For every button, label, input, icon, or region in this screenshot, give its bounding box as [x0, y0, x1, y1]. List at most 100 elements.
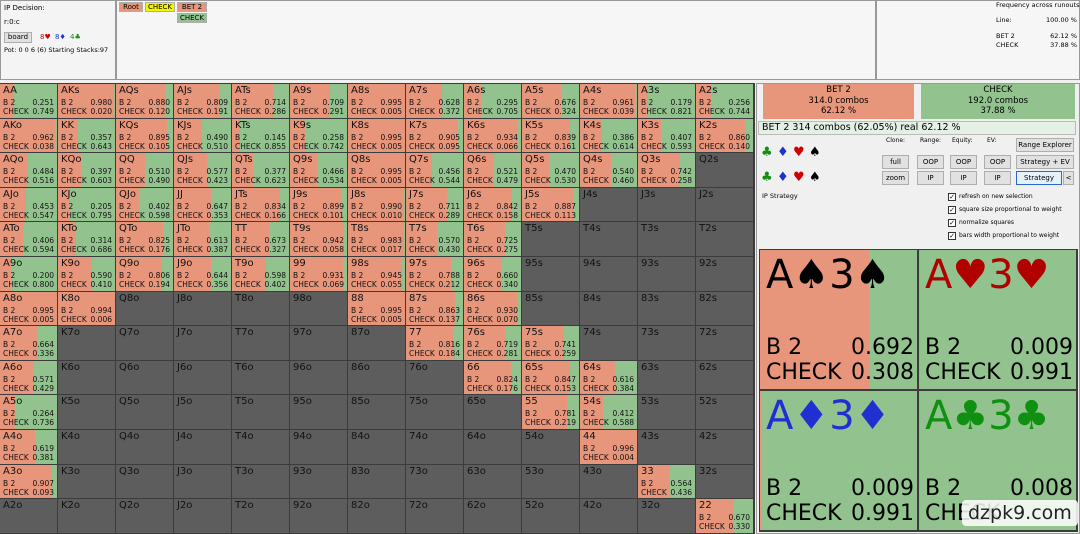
hand-cell[interactable]: 72s — [696, 326, 754, 361]
hand-cell[interactable]: B 2 0.510 CHECK 0.490 QQ — [116, 153, 174, 188]
hand-cell[interactable]: B 2 0.931 CHECK 0.069 99 — [290, 257, 348, 292]
hand-cell[interactable]: J7o — [174, 326, 232, 361]
suit-toggle[interactable]: ♠ — [809, 145, 821, 160]
hand-cell[interactable]: T3s — [638, 222, 696, 257]
hand-cell[interactable]: B 2 0.664 CHECK 0.336 A7o — [0, 326, 58, 361]
hand-cell[interactable]: J3s — [638, 187, 696, 223]
hand-cell[interactable]: B 2 0.834 CHECK 0.166 JTs — [232, 187, 290, 223]
hand-cell[interactable]: B 2 0.806 CHECK 0.194 Q9o — [116, 257, 174, 292]
hand-cell[interactable]: 73o — [406, 464, 464, 500]
hand-cell[interactable]: B 2 0.456 CHECK 0.544 Q7s — [406, 153, 464, 188]
hand-cell[interactable]: B 2 0.258 CHECK 0.742 K9s — [290, 118, 348, 154]
hand-cell[interactable]: B 2 0.644 CHECK 0.356 J9o — [174, 257, 232, 292]
hand-cell[interactable]: Q4o — [116, 430, 174, 465]
hand-cell[interactable]: 54o — [522, 430, 580, 465]
hand-cell[interactable]: 87o — [348, 326, 406, 361]
hand-cell[interactable]: B 2 0.962 CHECK 0.038 AKo — [0, 118, 58, 154]
hand-cell[interactable]: B 2 0.264 CHECK 0.736 A5o — [0, 395, 58, 430]
hand-cell[interactable]: B 2 0.711 CHECK 0.289 J7s — [406, 187, 464, 223]
hand-cell[interactable]: Q2o — [116, 499, 174, 534]
hand-cell[interactable]: 95s — [522, 257, 580, 292]
hand-cell[interactable]: J2o — [174, 499, 232, 534]
hand-cell[interactable]: T6o — [232, 360, 290, 396]
hand-cell[interactable]: B 2 0.598 CHECK 0.402 T9o — [232, 257, 290, 292]
hand-cell[interactable]: B 2 0.847 CHECK 0.153 65s — [522, 360, 580, 396]
hand-cell[interactable]: B 2 0.314 CHECK 0.686 KTo — [58, 222, 116, 257]
hand-cell[interactable]: K7o — [58, 326, 116, 361]
hand-cell[interactable]: 98o — [290, 291, 348, 327]
hand-cell[interactable]: 43s — [638, 430, 696, 465]
hand-cell[interactable]: K3o — [58, 464, 116, 500]
hand-cell[interactable]: B 2 0.570 CHECK 0.430 T7s — [406, 222, 464, 257]
hand-cell[interactable]: B 2 0.839 CHECK 0.161 K5s — [522, 118, 580, 154]
checkbox[interactable]: ✓ — [948, 193, 956, 201]
hand-cell[interactable]: B 2 0.453 CHECK 0.547 AJo — [0, 187, 58, 223]
hand-cell[interactable]: B 2 0.205 CHECK 0.795 KJo — [58, 187, 116, 223]
hand-cell[interactable]: B 2 0.179 CHECK 0.821 A3s — [638, 84, 696, 119]
control-button[interactable]: IP — [950, 171, 977, 185]
hand-cell[interactable]: B 2 0.571 CHECK 0.429 A6o — [0, 360, 58, 396]
combo-cell[interactable]: A♥3♥ B 2 0.009 CHECK 0.991 — [919, 250, 1076, 389]
hand-cell[interactable]: 84s — [580, 291, 638, 327]
hand-cell[interactable]: Q7o — [116, 326, 174, 361]
hand-cell[interactable]: 76o — [406, 360, 464, 396]
combo-cell[interactable]: A♠3♠ B 2 0.692 CHECK 0.308 — [760, 250, 917, 389]
hand-cell[interactable]: B 2 0.781 CHECK 0.219 55 — [522, 395, 580, 430]
hand-cell[interactable]: B 2 0.725 CHECK 0.275 T6s — [464, 222, 522, 257]
hand-cell[interactable]: B 2 0.996 CHECK 0.004 44 — [580, 430, 638, 465]
hand-cell[interactable]: B 2 0.490 CHECK 0.510 KJs — [174, 118, 232, 154]
hand-cell[interactable]: B 2 0.676 CHECK 0.324 A5s — [522, 84, 580, 119]
hand-cell[interactable]: B 2 0.521 CHECK 0.479 Q6s — [464, 153, 522, 188]
hand-cell[interactable]: B 2 0.824 CHECK 0.176 66 — [464, 360, 522, 396]
hand-cell[interactable]: T4o — [232, 430, 290, 465]
hand-cell[interactable]: 74o — [406, 430, 464, 465]
hand-cell[interactable]: B 2 0.887 CHECK 0.113 J5s — [522, 187, 580, 223]
hand-cell[interactable]: 93s — [638, 257, 696, 292]
checkbox[interactable]: ✓ — [948, 219, 956, 227]
hand-cell[interactable]: B 2 0.613 CHECK 0.387 JTo — [174, 222, 232, 257]
root-button[interactable]: Root — [119, 2, 143, 12]
hand-cell[interactable]: B 2 0.619 CHECK 0.381 A4o — [0, 430, 58, 465]
hand-cell[interactable]: B 2 0.895 CHECK 0.105 KQs — [116, 118, 174, 154]
checkbox[interactable]: ✓ — [948, 232, 956, 240]
hand-cell[interactable]: B 2 0.994 CHECK 0.006 K8o — [58, 291, 116, 327]
hand-cell[interactable]: B 2 0.714 CHECK 0.286 ATs — [232, 84, 290, 119]
hand-cell[interactable]: B 2 0.407 CHECK 0.593 K3s — [638, 118, 696, 154]
hand-cell[interactable]: B 2 0.934 CHECK 0.066 K6s — [464, 118, 522, 154]
hand-cell[interactable]: T3o — [232, 464, 290, 500]
hand-cell[interactable]: Q5o — [116, 395, 174, 430]
control-button[interactable]: OOP — [917, 155, 944, 169]
hand-cell[interactable]: B 2 0.995 CHECK 0.005 K8s — [348, 118, 406, 154]
hand-cell[interactable]: B 2 0.590 CHECK 0.410 K9o — [58, 257, 116, 292]
hand-cell[interactable]: 62o — [464, 499, 522, 534]
hand-cell[interactable]: 43o — [580, 464, 638, 500]
hand-cell[interactable]: B 2 0.842 CHECK 0.158 J6s — [464, 187, 522, 223]
hand-cell[interactable]: B 2 0.788 CHECK 0.212 97s — [406, 257, 464, 292]
hand-cell[interactable]: B 2 0.980 CHECK 0.020 AKs — [58, 84, 116, 119]
hand-cell[interactable]: B 2 0.995 CHECK 0.005 A8o — [0, 291, 58, 327]
hand-cell[interactable]: T2s — [696, 222, 754, 257]
hand-cell[interactable]: 86o — [348, 360, 406, 396]
hand-cell[interactable]: 82s — [696, 291, 754, 327]
hand-cell[interactable]: 65o — [464, 395, 522, 430]
hand-cell[interactable]: 83s — [638, 291, 696, 327]
hand-cell[interactable]: B 2 0.742 CHECK 0.258 Q3s — [638, 153, 696, 188]
control-button[interactable]: IP — [984, 171, 1011, 185]
hand-cell[interactable]: B 2 0.200 CHECK 0.800 A9o — [0, 257, 58, 292]
hand-cell[interactable]: B 2 0.660 CHECK 0.340 96s — [464, 257, 522, 292]
hand-cell[interactable]: 97o — [290, 326, 348, 361]
hand-cell[interactable]: B 2 0.295 CHECK 0.705 A6s — [464, 84, 522, 119]
hand-cell[interactable]: B 2 0.397 CHECK 0.603 KQo — [58, 153, 116, 188]
hand-cell[interactable]: J4o — [174, 430, 232, 465]
hand-cell[interactable]: B 2 0.484 CHECK 0.516 AQo — [0, 153, 58, 188]
hand-cell[interactable]: B 2 0.905 CHECK 0.095 K7s — [406, 118, 464, 154]
check-button[interactable]: CHECK — [145, 2, 175, 12]
hand-cell[interactable]: T8o — [232, 291, 290, 327]
hand-cell[interactable]: B 2 0.899 CHECK 0.101 J9s — [290, 187, 348, 223]
hand-cell[interactable]: B 2 0.470 CHECK 0.530 Q5s — [522, 153, 580, 188]
bet-button[interactable]: BET 2 — [177, 2, 207, 12]
hand-cell[interactable]: 94s — [580, 257, 638, 292]
hand-cell[interactable]: 52s — [696, 395, 754, 430]
hand-cell[interactable]: 73s — [638, 326, 696, 361]
control-button[interactable]: OOP — [950, 155, 977, 169]
